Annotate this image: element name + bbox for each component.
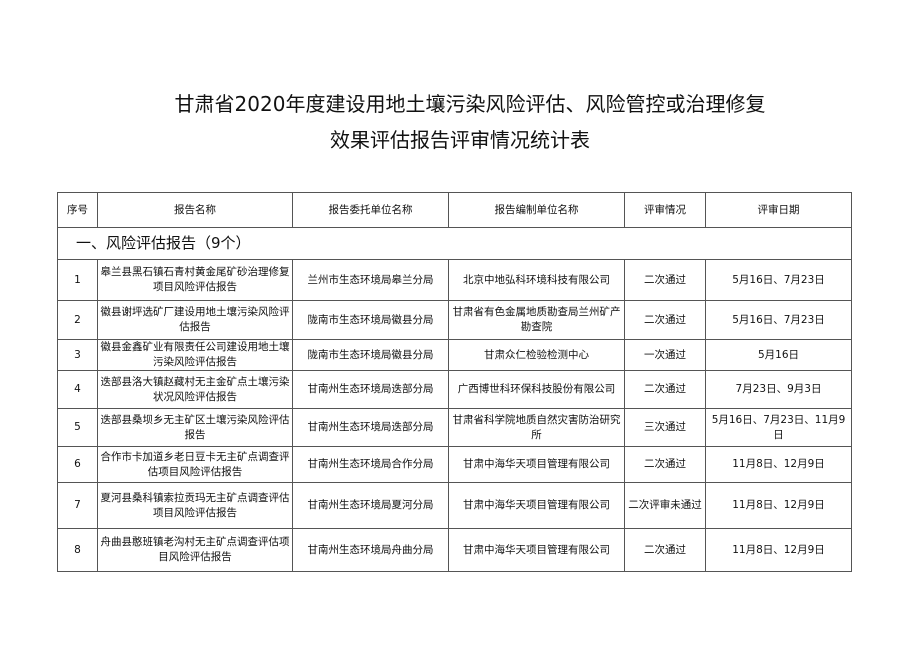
row-number: 4 — [57, 370, 98, 409]
review-date: 7月23日、9月3日 — [705, 370, 852, 409]
review-status: 二次通过 — [624, 300, 706, 340]
commissioning-unit: 兰州市生态环境局皋兰分局 — [292, 259, 449, 301]
table-row: 7 夏河县桑科镇索拉贡玛无主矿点调查评估项目风险评估报告 甘南州生态环境局夏河分局甘… — [57, 482, 852, 529]
report-name: 迭部县洛大镇赵藏村无主金矿点土壤污染状况风险评估报告 — [97, 370, 293, 409]
row-number: 5 — [57, 408, 98, 447]
review-date: 5月16日 — [705, 339, 852, 371]
review-status: 二次通过 — [624, 370, 706, 409]
review-table: 序号 报告名称 报告委托单位名称 报告编制单位名称 评审情况 评审日期 一、风险… — [57, 192, 852, 572]
review-date: 5月16日、7月23日 — [705, 259, 852, 301]
header-cell: 报告委托单位名称 — [292, 192, 449, 228]
report-name: 舟曲县憨班镇老沟村无主矿点调查评估项目风险评估报告 — [97, 528, 293, 572]
commissioning-unit: 陇南市生态环境局徽县分局 — [292, 300, 449, 340]
title-line-1: 甘肃省2020年度建设用地土壤污染风险评估、风险管控或治理修复 — [174, 92, 766, 116]
preparing-unit: 甘肃省科学院地质自然灾害防治研究所 — [448, 408, 625, 447]
review-status: 二次评审未通过 — [624, 482, 706, 529]
review-date: 11月8日、12月9日 — [705, 446, 852, 483]
header-row: 序号 报告名称 报告委托单位名称 报告编制单位名称 评审情况 评审日期 — [57, 192, 852, 228]
table-row: 2 徽县谢坪选矿厂建设用地土壤污染风险评估报告 陇南市生态环境局徽县分局 甘肃省有色金… — [57, 300, 852, 340]
preparing-unit: 北京中地弘科环境科技有限公司 — [448, 259, 625, 301]
row-number: 1 — [57, 259, 98, 301]
table-row: 6 合作市卡加道乡老日豆卡无主矿点调查评估项目风险评估报告 甘南州生态环境局合作分局… — [57, 446, 852, 483]
header-cell: 评审日期 — [705, 192, 852, 228]
header-cell: 报告名称 — [97, 192, 293, 228]
preparing-unit: 甘肃中海华天项目管理有限公司 — [448, 482, 625, 529]
review-status: 二次通过 — [624, 259, 706, 301]
review-status: 三次通过 — [624, 408, 706, 447]
review-status: 一次通过 — [624, 339, 706, 371]
commissioning-unit: 甘南州生态环境局夏河分局 — [292, 482, 449, 529]
row-number: 2 — [57, 300, 98, 340]
table-row: 1 皋兰县黑石镇石青村黄金尾矿砂治理修复项目风险评估报告 兰州市生态环境局皋兰分局北… — [57, 259, 852, 301]
table-row: 8 舟曲县憨班镇老沟村无主矿点调查评估项目风险评估报告 甘南州生态环境局舟曲分局 甘肃… — [57, 528, 852, 572]
report-name: 迭部县桑坝乡无主矿区土壤污染风险评估报告 — [97, 408, 293, 447]
table-row: 3 徽县金鑫矿业有限责任公司建设用地土壤污染风险评估报告 陇南市生态环境局徽县分局甘… — [57, 339, 852, 371]
preparing-unit: 甘肃省有色金属地质勘查局兰州矿产勘查院 — [448, 300, 625, 340]
report-name: 夏河县桑科镇索拉贡玛无主矿点调查评估项目风险评估报告 — [97, 482, 293, 529]
header-cell: 报告编制单位名称 — [448, 192, 625, 228]
report-name: 徽县金鑫矿业有限责任公司建设用地土壤污染风险评估报告 — [97, 339, 293, 371]
report-name: 皋兰县黑石镇石青村黄金尾矿砂治理修复项目风险评估报告 — [97, 259, 293, 301]
preparing-unit: 甘肃众仁检验检测中心 — [448, 339, 625, 371]
review-status: 二次通过 — [624, 528, 706, 572]
review-date: 5月16日、7月23日、11月9日 — [705, 408, 852, 447]
preparing-unit: 甘肃中海华天项目管理有限公司 — [448, 446, 625, 483]
preparing-unit: 甘肃中海华天项目管理有限公司 — [448, 528, 625, 572]
row-number: 6 — [57, 446, 98, 483]
commissioning-unit: 甘南州生态环境局舟曲分局 — [292, 528, 449, 572]
title-line-2: 效果评估报告评审情况统计表 — [330, 128, 590, 152]
commissioning-unit: 陇南市生态环境局徽县分局 — [292, 339, 449, 371]
header-cell: 评审情况 — [624, 192, 706, 228]
table-row: 5 迭部县桑坝乡无主矿区土壤污染风险评估报告 甘南州生态环境局迭部分局 甘肃省科学院地… — [57, 408, 852, 447]
commissioning-unit: 甘南州生态环境局迭部分局 — [292, 370, 449, 409]
row-number: 8 — [57, 528, 98, 572]
section-heading: 一、风险评估报告（9个） — [57, 227, 852, 260]
review-date: 11月8日、12月9日 — [705, 482, 852, 529]
preparing-unit: 广西博世科环保科技股份有限公司 — [448, 370, 625, 409]
review-status: 二次通过 — [624, 446, 706, 483]
row-number: 3 — [57, 339, 98, 371]
row-number: 7 — [57, 482, 98, 529]
report-name: 徽县谢坪选矿厂建设用地土壤污染风险评估报告 — [97, 300, 293, 340]
commissioning-unit: 甘南州生态环境局迭部分局 — [292, 408, 449, 447]
header-cell: 序号 — [57, 192, 98, 228]
table-row: 4 迭部县洛大镇赵藏村无主金矿点土壤污染状况风险评估报告 甘南州生态环境局迭部分局广… — [57, 370, 852, 409]
review-date: 5月16日、7月23日 — [705, 300, 852, 340]
commissioning-unit: 甘南州生态环境局合作分局 — [292, 446, 449, 483]
report-name: 合作市卡加道乡老日豆卡无主矿点调查评估项目风险评估报告 — [97, 446, 293, 483]
review-date: 11月8日、12月9日 — [705, 528, 852, 572]
